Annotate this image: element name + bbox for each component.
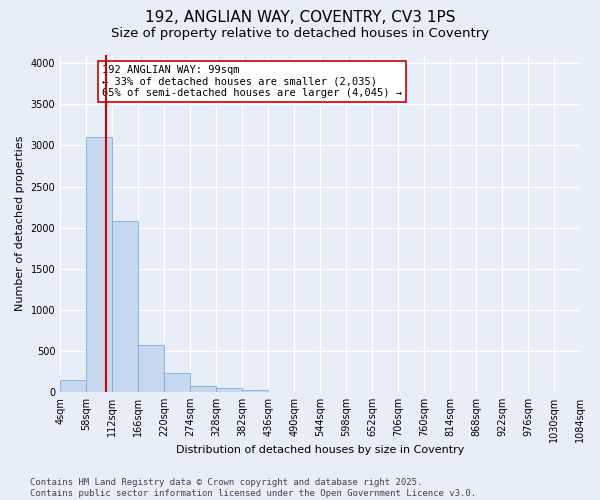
Y-axis label: Number of detached properties: Number of detached properties — [15, 136, 25, 311]
Bar — [190, 386, 216, 392]
Text: 192, ANGLIAN WAY, COVENTRY, CV3 1PS: 192, ANGLIAN WAY, COVENTRY, CV3 1PS — [145, 10, 455, 25]
Bar — [138, 345, 164, 392]
Text: Contains HM Land Registry data © Crown copyright and database right 2025.
Contai: Contains HM Land Registry data © Crown c… — [30, 478, 476, 498]
Bar — [112, 221, 138, 392]
Text: 192 ANGLIAN WAY: 99sqm
← 33% of detached houses are smaller (2,035)
65% of semi-: 192 ANGLIAN WAY: 99sqm ← 33% of detached… — [102, 65, 402, 98]
X-axis label: Distribution of detached houses by size in Coventry: Distribution of detached houses by size … — [176, 445, 464, 455]
Bar — [60, 380, 86, 392]
Bar — [164, 373, 190, 392]
Text: Size of property relative to detached houses in Coventry: Size of property relative to detached ho… — [111, 28, 489, 40]
Bar — [216, 388, 242, 392]
Bar — [86, 137, 112, 392]
Bar — [242, 390, 268, 392]
